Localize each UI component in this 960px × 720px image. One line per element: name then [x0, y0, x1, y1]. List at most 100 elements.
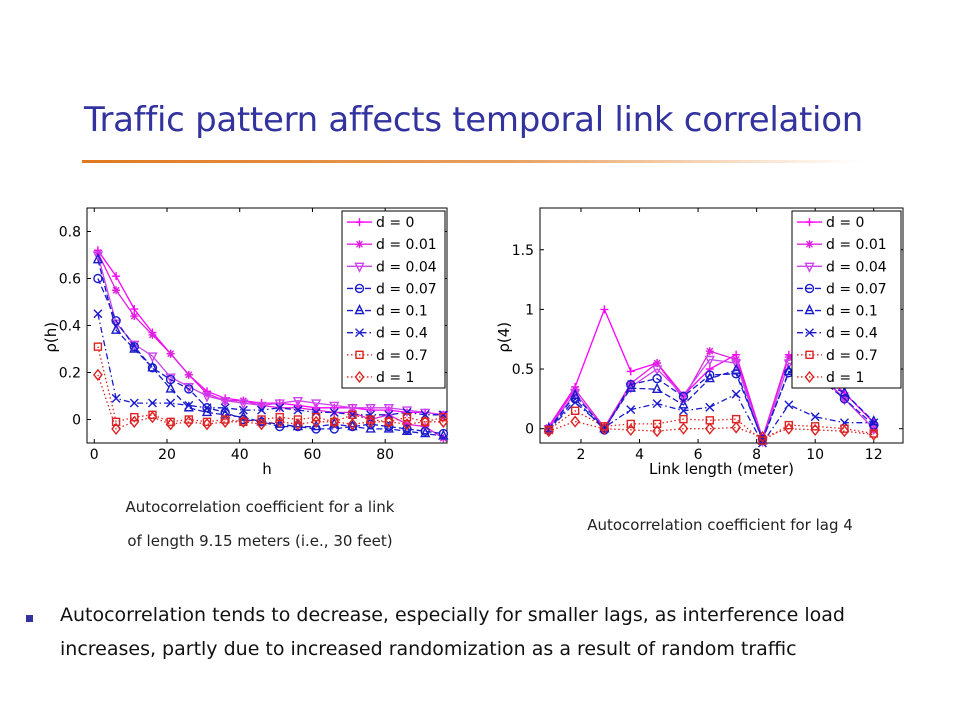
data-point [310, 399, 322, 410]
data-point [256, 418, 267, 431]
x-tick-label: 0 [90, 447, 99, 463]
data-point [311, 407, 321, 417]
data-point [202, 418, 212, 431]
y-tick-label: 1.5 [512, 243, 534, 259]
data-point [293, 405, 303, 415]
y-tick-label: 0 [72, 413, 81, 429]
x-tick-label: 6 [694, 447, 703, 463]
data-point [220, 415, 231, 428]
data-point [238, 399, 249, 410]
data-point [347, 410, 357, 420]
title-underline [82, 160, 862, 163]
legend-marker [805, 350, 814, 360]
x-tick-label: 12 [865, 447, 883, 463]
data-point [625, 381, 636, 392]
left-caption-line2: of length 9.15 meters (i.e., 30 feet) [127, 532, 393, 550]
data-point [165, 373, 176, 384]
data-point [678, 406, 688, 416]
data-point [148, 330, 157, 339]
series-line [548, 410, 874, 442]
data-point [653, 359, 662, 368]
data-point [293, 403, 302, 412]
data-point [383, 422, 394, 433]
data-point [438, 411, 449, 422]
data-point [731, 359, 742, 370]
data-point [402, 418, 412, 431]
data-point [402, 407, 412, 417]
data-point [129, 398, 139, 408]
data-point [731, 421, 742, 434]
data-point [625, 423, 636, 436]
data-point [810, 412, 820, 422]
legend-marker [354, 303, 365, 315]
legend-marker [354, 262, 365, 273]
x-tick-label: 80 [376, 447, 394, 463]
y-axis-label: ρ(4) [495, 322, 513, 353]
legend-label: d = 0.7 [826, 348, 878, 364]
data-point [704, 355, 715, 367]
y-tick-label: 1 [525, 302, 534, 318]
data-point [129, 342, 140, 353]
data-point [868, 428, 879, 441]
data-point [705, 347, 714, 356]
bullet-marker [26, 615, 33, 622]
data-point [570, 415, 581, 428]
series-line [97, 252, 444, 439]
autocorrelation-vs-link-length-chart: 2 4 6 8 10 12 0 0.5 1 1.5 Link length (meter) ρ(4) d… [495, 207, 904, 478]
data-point [652, 424, 662, 438]
legend-marker [804, 283, 815, 294]
y-tick-label: 0.2 [59, 366, 81, 382]
legend-label: d = 0.01 [826, 237, 887, 253]
data-point [112, 272, 121, 281]
data-point [383, 404, 394, 415]
data-point [569, 388, 581, 399]
data-point [839, 394, 850, 404]
data-point [312, 406, 321, 415]
data-point [384, 410, 394, 420]
slide-title: Traffic pattern affects temporal link co… [84, 100, 863, 140]
legend-label: d = 0.4 [826, 326, 878, 342]
data-point [130, 412, 139, 422]
x-tick-label: 2 [577, 447, 586, 463]
legend-marker [355, 240, 364, 249]
data-point [705, 365, 714, 374]
data-point [704, 422, 715, 435]
data-point [93, 273, 103, 284]
left-chart-caption: Autocorrelation coefficient for a link o… [60, 490, 460, 558]
data-point [147, 411, 158, 424]
data-point [383, 415, 394, 428]
data-point [292, 397, 304, 408]
legend-label: d = 0.4 [376, 326, 428, 342]
data-point [166, 398, 176, 408]
series-7 [543, 415, 879, 444]
legend-label: d = 0.07 [376, 281, 437, 297]
data-point [166, 349, 175, 358]
data-point [599, 422, 610, 433]
data-point [366, 410, 376, 420]
data-point [626, 379, 636, 390]
y-tick-label: 0.5 [512, 362, 534, 378]
data-point [238, 415, 249, 428]
y-axis-label: ρ(h) [42, 322, 60, 353]
data-point [783, 364, 794, 376]
data-point [420, 427, 431, 438]
data-point [783, 359, 794, 370]
legend-label: d = 0 [826, 215, 864, 231]
data-point [256, 401, 267, 412]
data-point [651, 365, 663, 376]
legend: d = 0 d = 0.01 d = 0.04 d = 0.07 d = 0.1 d = … [791, 210, 902, 389]
legend: d = 0 d = 0.01 d = 0.04 d = 0.07 d = 0.1 d = … [341, 210, 446, 389]
data-point [274, 399, 285, 410]
y-tick-label: 0 [525, 422, 534, 438]
data-point [438, 410, 448, 420]
data-point [784, 353, 793, 362]
data-point [329, 415, 340, 428]
x-tick-label: 20 [158, 447, 176, 463]
data-point [600, 305, 609, 314]
legend-marker [804, 262, 815, 273]
data-point [165, 418, 176, 431]
data-point [570, 406, 580, 415]
data-point [130, 312, 139, 321]
data-point [678, 398, 689, 409]
legend-label: d = 0.07 [826, 281, 887, 297]
